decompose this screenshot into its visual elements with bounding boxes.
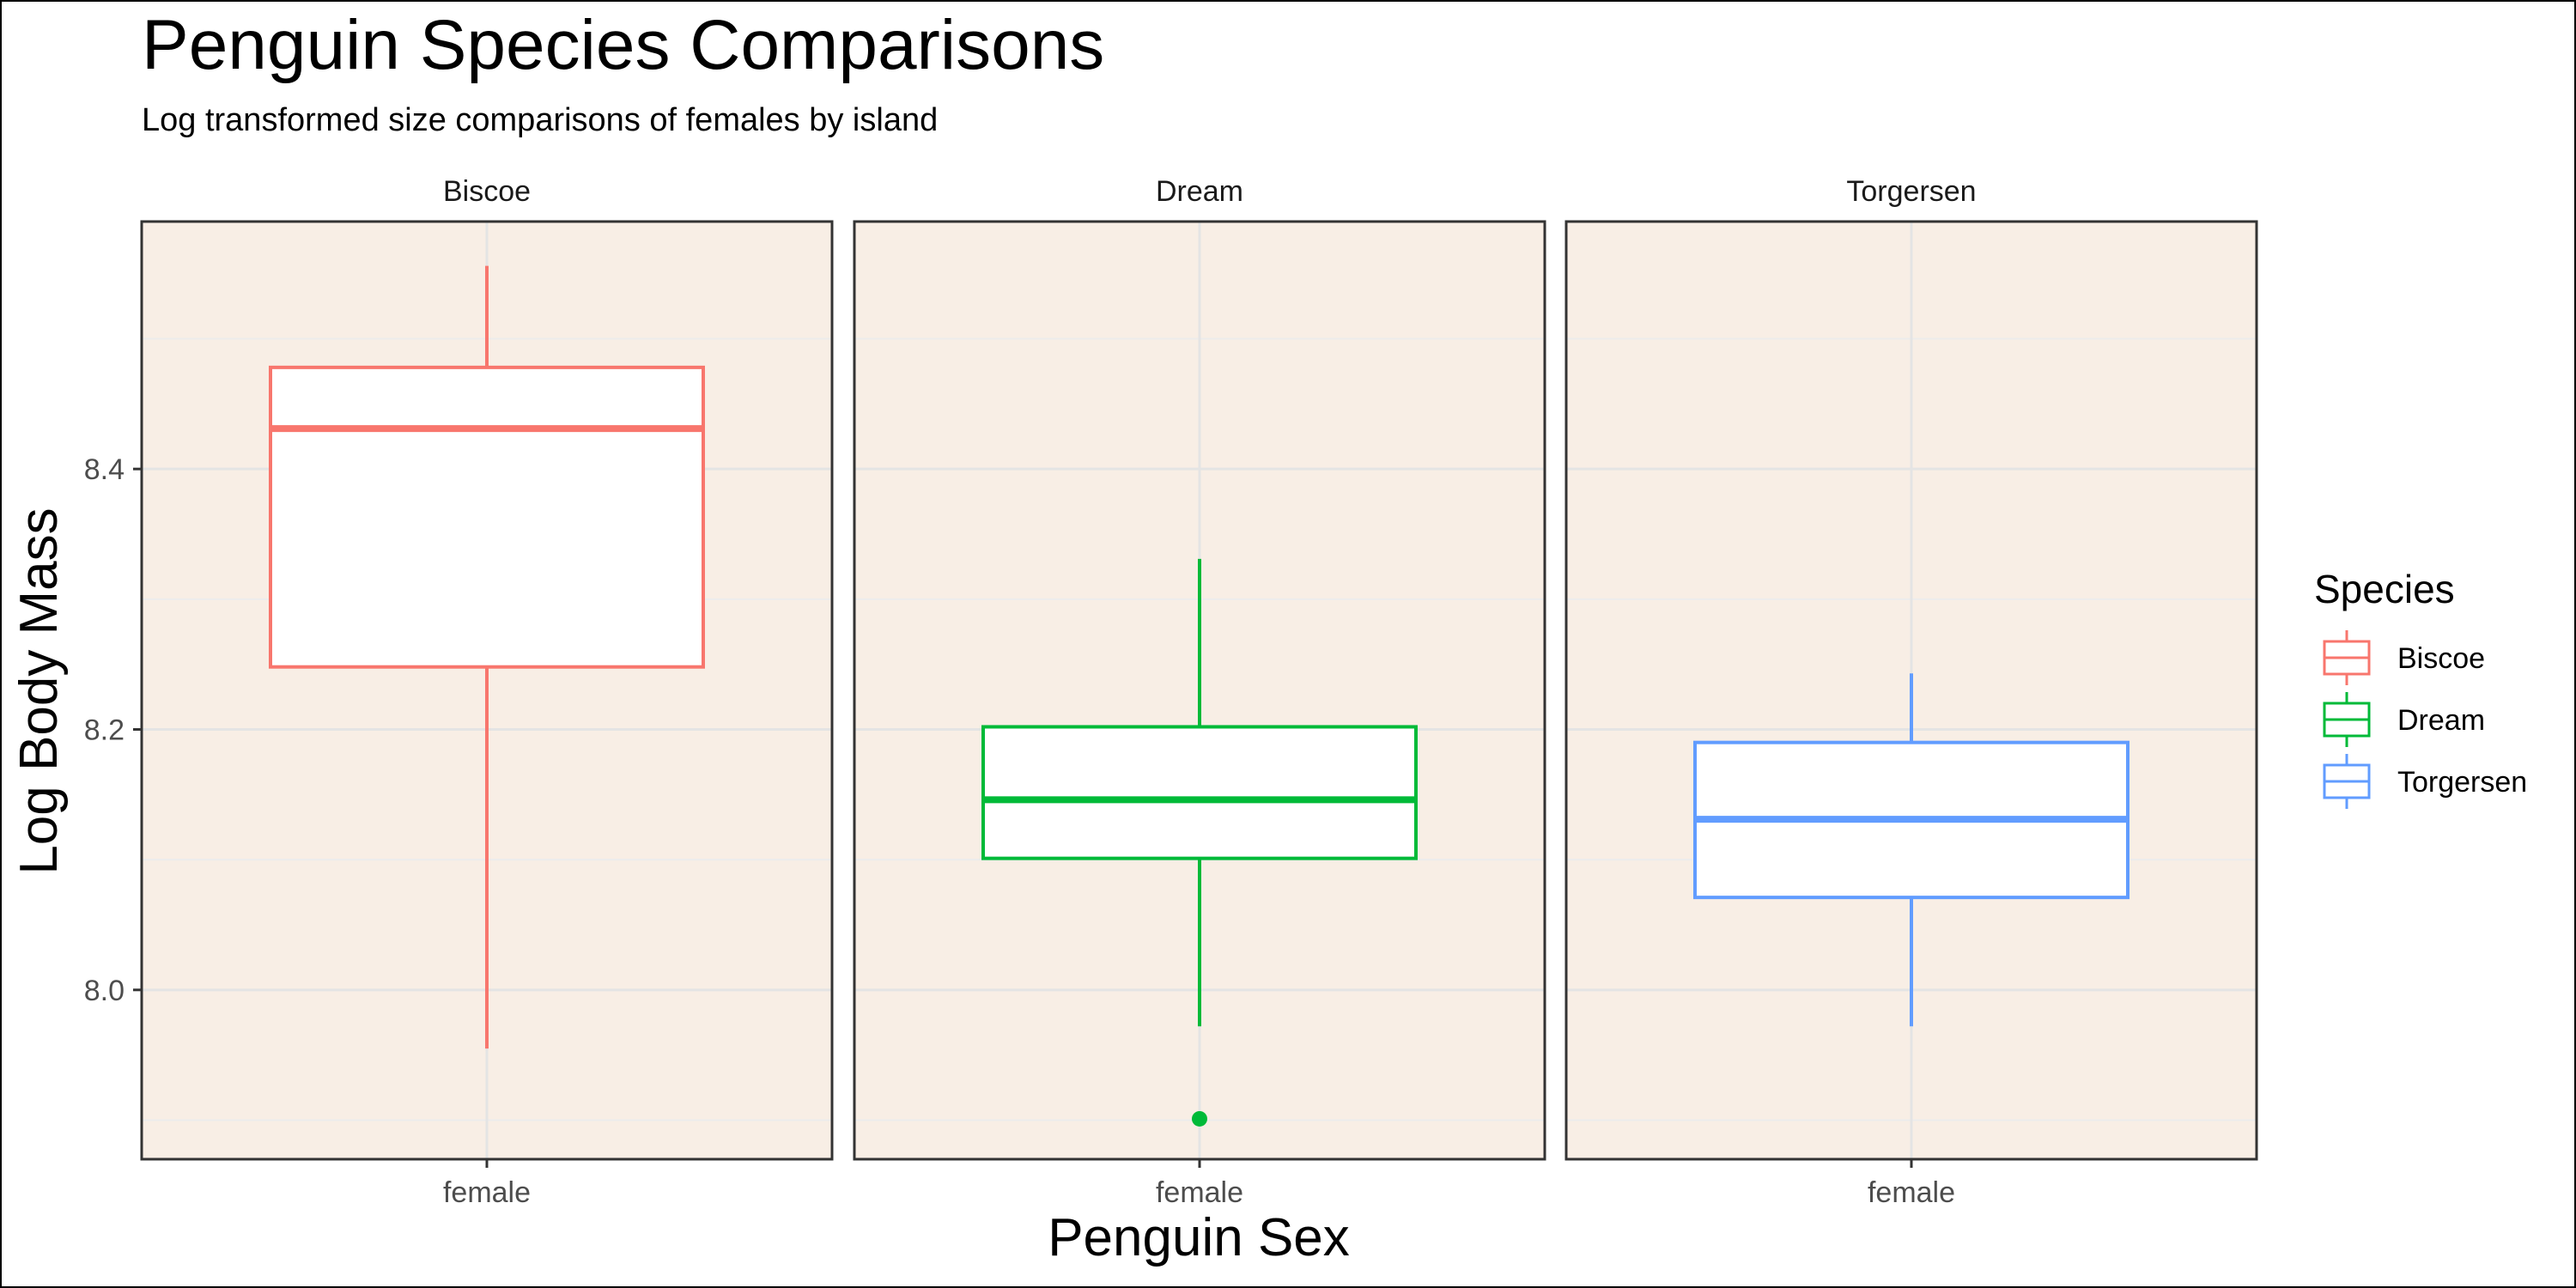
facet-panel-torgersen: Torgersen female — [1564, 175, 2258, 1209]
x-axis-title: Penguin Sex — [1048, 1208, 1350, 1267]
box-biscoe — [269, 265, 705, 1049]
y-tick-label: 8.4 — [84, 453, 125, 486]
legend-title: Species — [2314, 567, 2455, 611]
iqr-box — [269, 365, 705, 669]
legend-key-torgersen — [2323, 754, 2371, 809]
box-dream — [981, 558, 1418, 1127]
outlier-point — [1192, 1110, 1207, 1127]
x-tick-label: female — [443, 1176, 531, 1209]
y-tick-label: 8.2 — [84, 714, 125, 747]
chart-title: Penguin Species Comparisons — [142, 6, 1104, 84]
facet-strip-label: Dream — [1156, 175, 1243, 208]
legend-label: Torgersen — [2397, 766, 2527, 799]
legend: Species Biscoe Dream Torgersen — [2314, 567, 2527, 809]
y-axis: 8.0 8.2 8.4 — [84, 453, 142, 1007]
facet-panels: Biscoe female Dream female Torgersen female — [140, 175, 2258, 1209]
x-tick-label: female — [1156, 1176, 1243, 1209]
facet-strip-label: Biscoe — [443, 175, 531, 208]
legend-key-biscoe — [2323, 630, 2371, 685]
facet-panel-dream: Dream female — [853, 175, 1546, 1209]
legend-label: Dream — [2397, 704, 2485, 737]
y-axis-title: Log Body Mass — [9, 507, 69, 874]
legend-label: Biscoe — [2397, 642, 2485, 675]
iqr-box — [981, 725, 1418, 860]
facet-strip-label: Torgersen — [1846, 175, 1976, 208]
y-tick-label: 8.0 — [84, 975, 125, 1007]
chart-subtitle: Log transformed size comparisons of fema… — [142, 102, 938, 138]
x-tick-label: female — [1868, 1176, 1955, 1209]
legend-key-dream — [2323, 692, 2371, 747]
facet-panel-biscoe: Biscoe female — [140, 175, 834, 1209]
box-torgersen — [1693, 673, 2129, 1027]
